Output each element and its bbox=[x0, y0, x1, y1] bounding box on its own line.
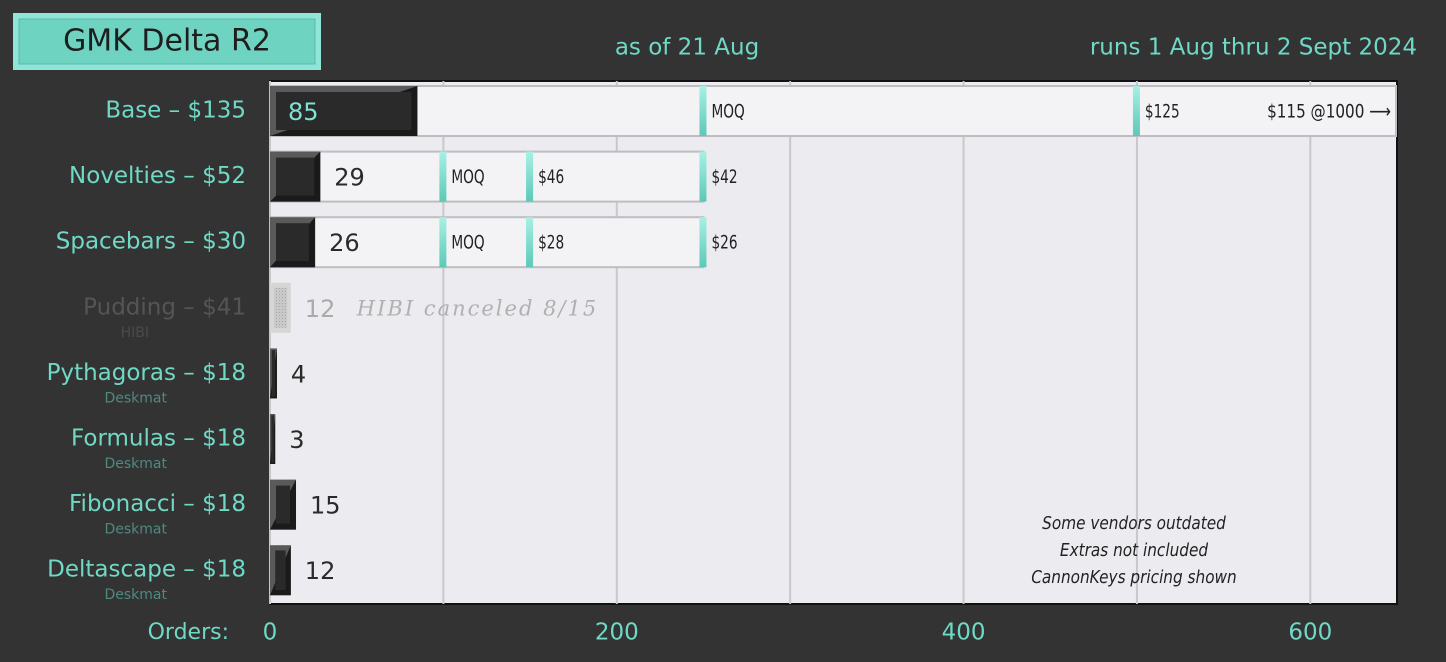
bar bbox=[270, 282, 291, 333]
bar bbox=[270, 414, 276, 464]
tier-label: MOQ bbox=[451, 232, 484, 254]
note: Extras not included bbox=[1060, 539, 1209, 561]
tier-label: $28 bbox=[538, 232, 564, 254]
note: Some vendors outdated bbox=[1042, 512, 1226, 534]
tier-label: MOQ bbox=[451, 167, 484, 189]
tier-label: MOQ bbox=[711, 101, 744, 123]
category-sublabel: Deskmat bbox=[104, 390, 167, 406]
plot-area bbox=[269, 80, 1398, 605]
tier-label: $42 bbox=[711, 167, 737, 189]
tier-marker bbox=[1132, 86, 1140, 136]
title-box-inner bbox=[18, 18, 316, 65]
value-label: 12 bbox=[305, 557, 336, 585]
tier-marker bbox=[699, 217, 707, 268]
tier-marker bbox=[439, 217, 447, 268]
tier-marker bbox=[699, 86, 707, 136]
tier-marker bbox=[699, 151, 707, 202]
category-label: Spacebars – $30 bbox=[56, 229, 246, 255]
category-sublabel: HIBI bbox=[121, 325, 149, 341]
x-tick-label: 400 bbox=[942, 620, 986, 646]
note: CannonKeys pricing shown bbox=[1031, 566, 1237, 588]
x-tick-label: 600 bbox=[1288, 620, 1332, 646]
x-axis-label: Orders: bbox=[148, 620, 229, 645]
tier-label: $26 bbox=[711, 232, 737, 254]
category-sublabel: Deskmat bbox=[104, 587, 167, 603]
bar bbox=[270, 479, 297, 530]
category-label: Formulas – $18 bbox=[71, 426, 246, 452]
category-label: Novelties – $52 bbox=[69, 163, 246, 189]
chart-title: GMK Delta R2 bbox=[63, 24, 271, 59]
tier-box bbox=[269, 216, 705, 269]
subtitle: as of 21 Aug bbox=[615, 35, 759, 61]
x-tick-label: 0 bbox=[263, 620, 278, 646]
category-sublabel: Deskmat bbox=[104, 456, 167, 472]
tier-marker bbox=[526, 217, 534, 268]
category-label: Pudding – $41 bbox=[83, 294, 246, 320]
value-label: 26 bbox=[329, 229, 360, 257]
bar bbox=[270, 348, 277, 399]
overflow-label: $115 @1000 ⟶ bbox=[1267, 101, 1391, 123]
value-label: 3 bbox=[289, 426, 304, 454]
bar bbox=[270, 151, 321, 202]
value-label: 29 bbox=[334, 164, 365, 192]
tier-marker bbox=[439, 151, 447, 202]
value-label: 85 bbox=[288, 98, 319, 126]
bar bbox=[270, 86, 418, 136]
tier-box bbox=[269, 85, 1397, 137]
category-label: Pythagoras – $18 bbox=[47, 360, 246, 386]
value-label: 12 bbox=[305, 295, 336, 323]
category-sublabel: Deskmat bbox=[104, 522, 167, 538]
bar bbox=[270, 545, 291, 596]
category-label: Deltascape – $18 bbox=[47, 557, 246, 583]
tier-label: $46 bbox=[538, 167, 564, 189]
run-dates: runs 1 Aug thru 2 Sept 2024 bbox=[1090, 35, 1417, 61]
tier-marker bbox=[526, 151, 534, 202]
category-label: Fibonacci – $18 bbox=[69, 491, 246, 517]
bar bbox=[270, 217, 316, 268]
value-label: 4 bbox=[291, 360, 306, 388]
value-label: 15 bbox=[310, 492, 341, 520]
tier-label: $125 bbox=[1145, 101, 1180, 123]
x-tick-label: 200 bbox=[595, 620, 639, 646]
annotation: HIBI canceled 8/15 bbox=[356, 296, 598, 320]
category-label: Base – $135 bbox=[105, 98, 246, 124]
